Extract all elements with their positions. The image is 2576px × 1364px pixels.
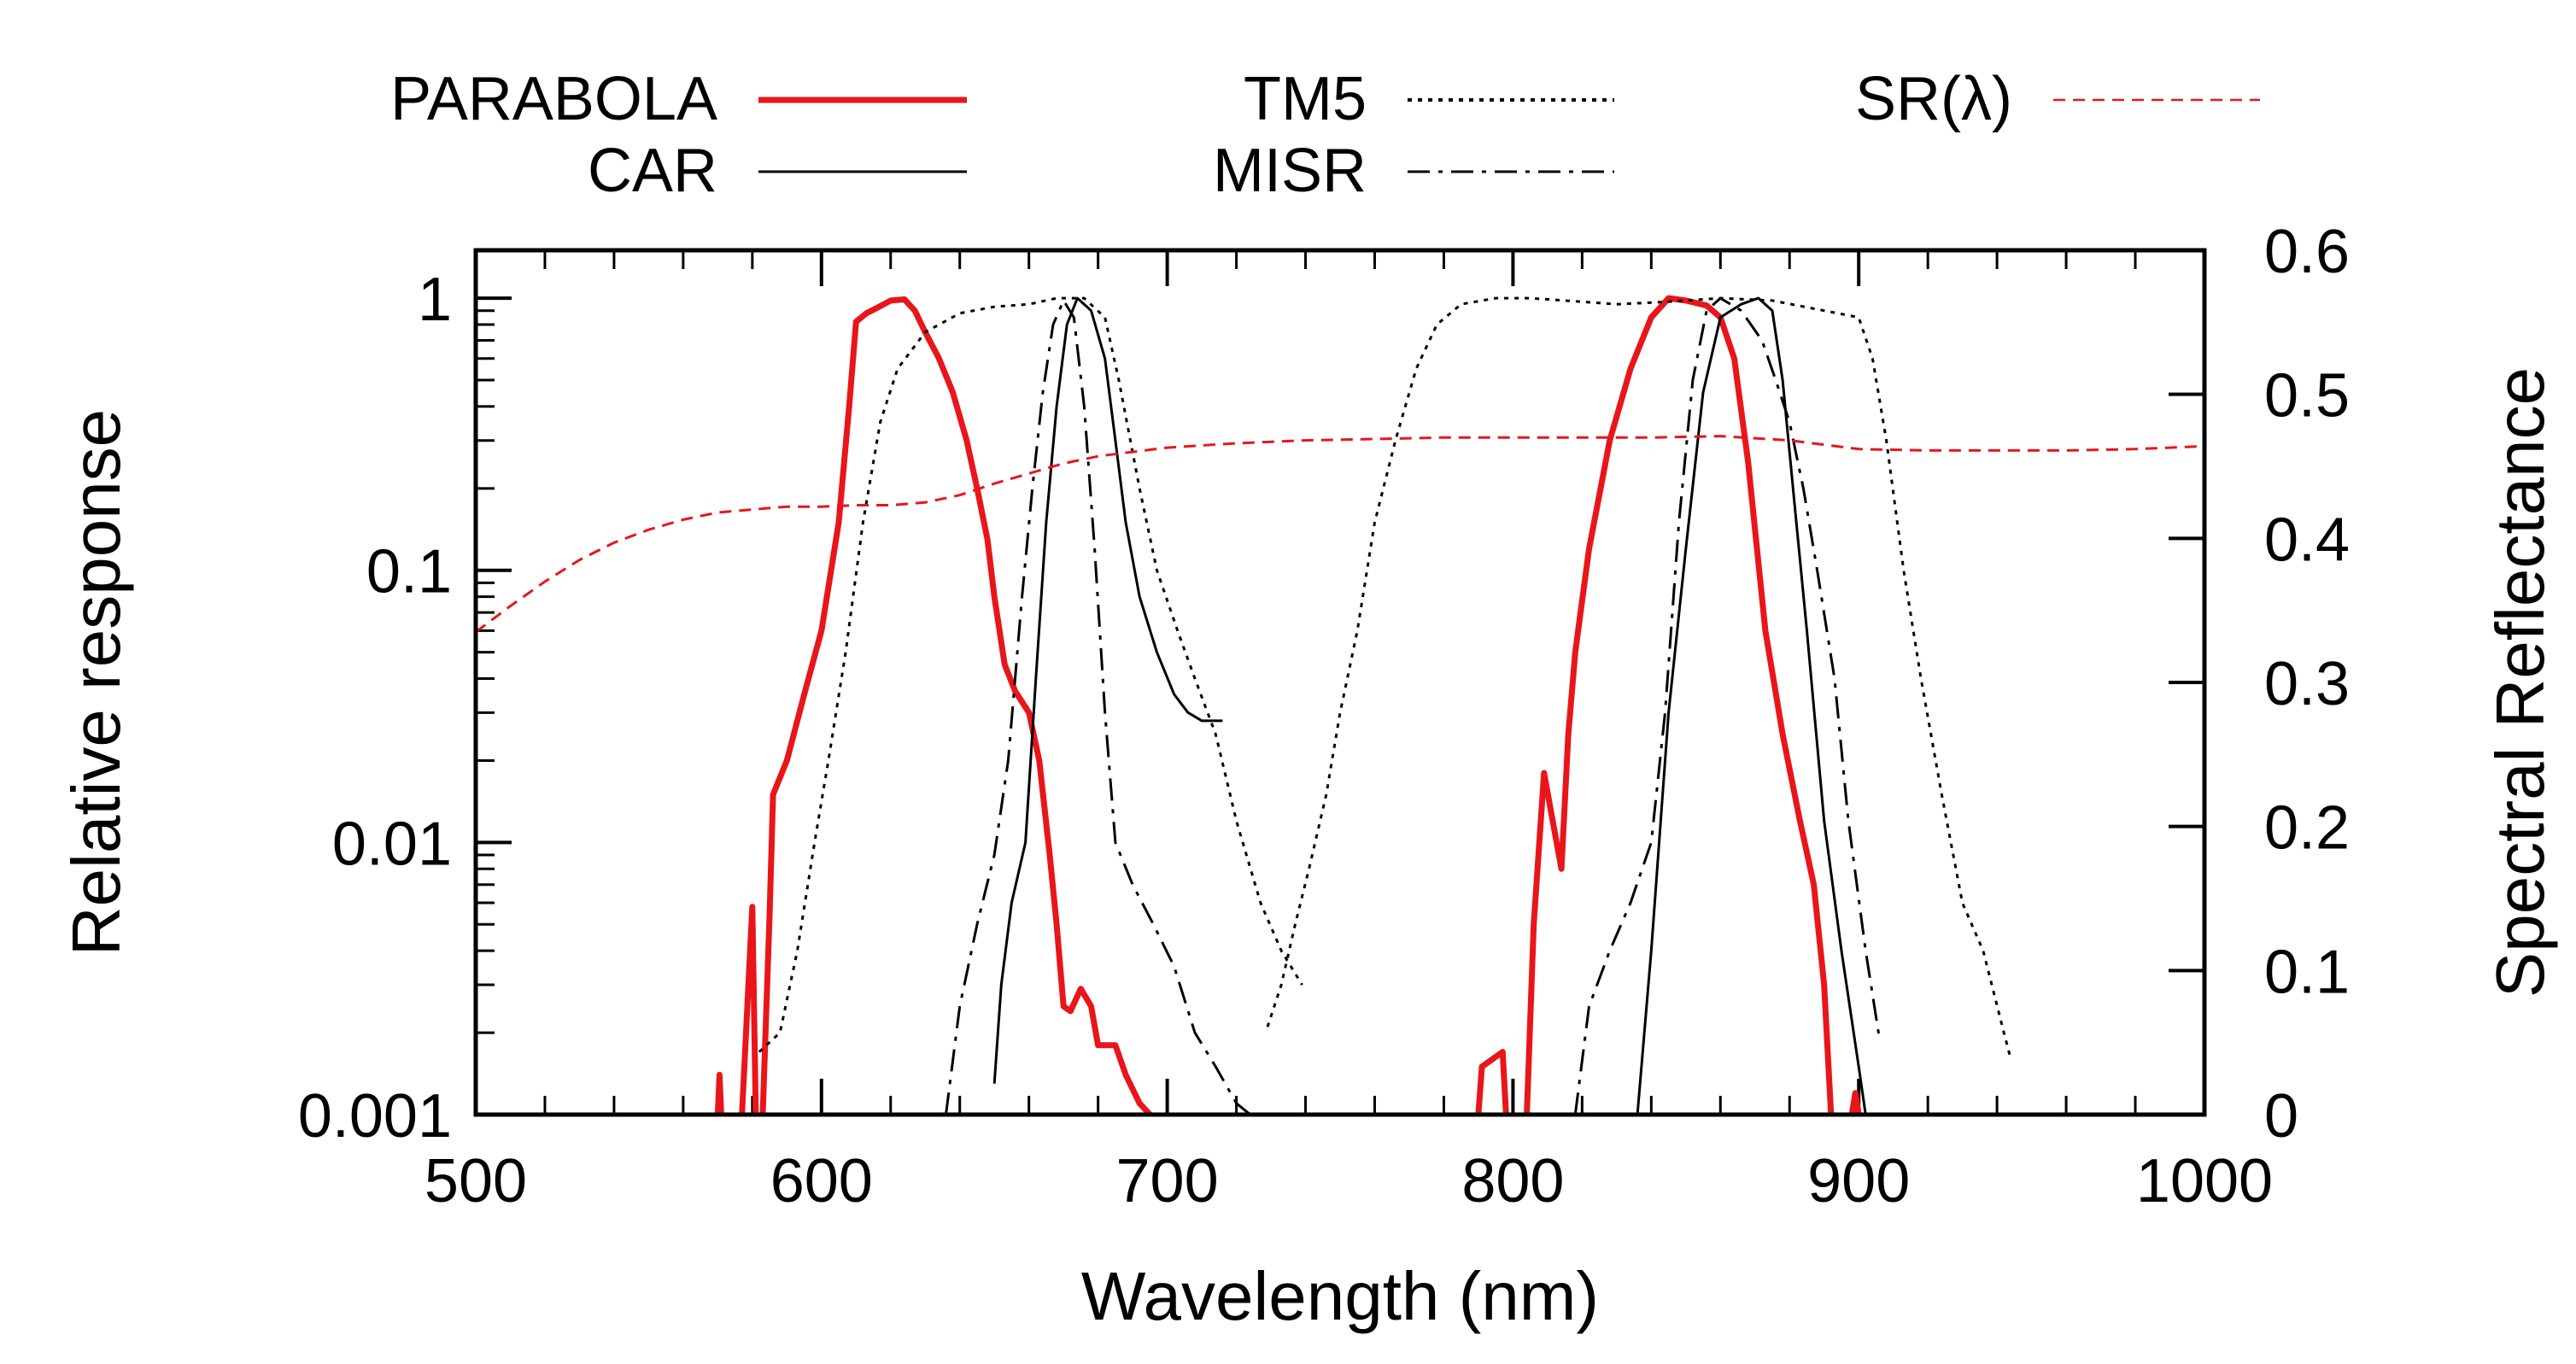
y-tick-label: 0.1 (366, 538, 452, 606)
y2-tick-label: 0.3 (2264, 650, 2350, 718)
x-tick-label: 700 (1116, 1147, 1219, 1215)
series-line-misr (945, 299, 1251, 1115)
y-tick-label: 1 (418, 266, 452, 334)
series-misr (945, 296, 1881, 1115)
legend-label-misr: MISR (1213, 137, 1367, 205)
x-tick-label: 500 (424, 1147, 527, 1215)
series-line-tm5 (1266, 296, 2012, 1060)
x-axis-title: Wavelength (nm) (1081, 1258, 1599, 1334)
series-line-parabola (1475, 1049, 1509, 1115)
series-line-car (1636, 296, 1867, 1115)
x-tick-label: 900 (1807, 1147, 1910, 1215)
y2-tick-label: 0.1 (2264, 938, 2350, 1006)
series-line-car (992, 296, 1223, 1084)
legend-item-parabola: PARABOLA (390, 65, 967, 133)
y2-axis-title: Spectral Reflectance (2482, 367, 2558, 998)
series-line-tm5 (758, 296, 1303, 1053)
x-tick-label: 800 (1461, 1147, 1564, 1215)
y-axis-title: Relative response (58, 409, 134, 956)
y2-tick-label: 0.6 (2264, 218, 2350, 286)
series-line-sr (476, 435, 2204, 634)
series-parabola (714, 295, 1862, 1115)
legend-label-car: CAR (588, 137, 717, 205)
series-car (992, 296, 1867, 1115)
legend-label-sr: SR(λ) (1855, 65, 2012, 133)
legend-label-tm5: TM5 (1244, 65, 1367, 133)
legend-item-tm5: TM5 (1244, 65, 1614, 133)
series-line-misr (1573, 296, 1881, 1115)
y2-tick-label: 0.5 (2264, 362, 2350, 430)
series-sr (476, 435, 2204, 634)
series-line-parabola (1848, 1090, 1862, 1115)
tick-labels: 500 600 700 800 900 1000 0.001 0.01 0.1 1 0 0.1 0.2 0… (298, 218, 2350, 1215)
x-tick-label: 1000 (2136, 1147, 2273, 1215)
y-tick-label: 0.01 (332, 810, 452, 878)
series-line-parabola (759, 296, 1152, 1115)
series (476, 295, 2204, 1115)
y-tick-label: 0.001 (298, 1082, 452, 1150)
series-tm5 (758, 296, 2012, 1060)
y2-tick-label: 0.4 (2264, 506, 2350, 574)
legend-item-misr: MISR (1213, 137, 1614, 205)
legend: PARABOLA CAR TM5 MISR SR(λ) (390, 65, 2260, 205)
y2-tick-label: 0 (2264, 1082, 2298, 1150)
plot-frame (473, 248, 2207, 1117)
legend-item-sr: SR(λ) (1855, 65, 2260, 133)
legend-item-car: CAR (588, 137, 967, 205)
legend-label-parabola: PARABOLA (390, 65, 717, 133)
y2-tick-label: 0.2 (2264, 794, 2350, 863)
series-line-parabola (739, 904, 759, 1115)
series-line-parabola (714, 1071, 724, 1115)
series-line-parabola (1524, 295, 1835, 1115)
x-tick-label: 600 (770, 1147, 873, 1215)
